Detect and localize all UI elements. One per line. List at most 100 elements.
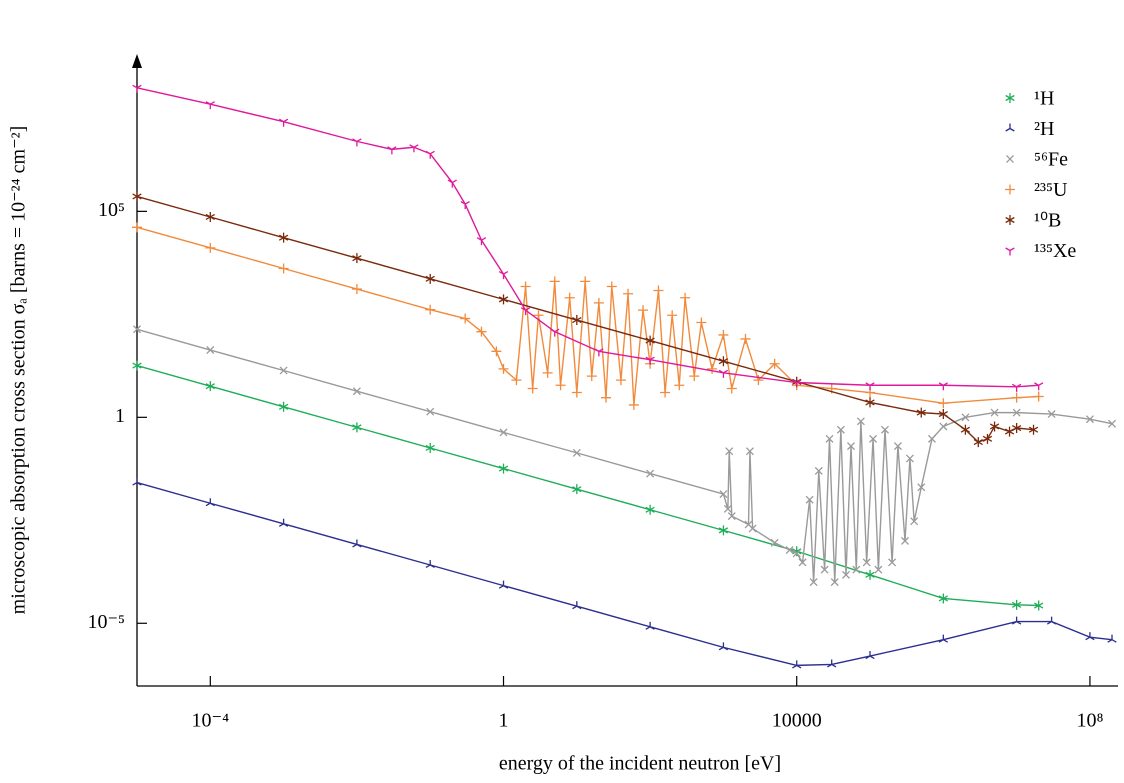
series-marker — [740, 333, 751, 344]
series-marker — [352, 422, 362, 433]
legend-marker — [1005, 123, 1015, 132]
series-marker — [718, 329, 729, 340]
x-tick-label: 1 — [499, 710, 509, 732]
series-marker — [571, 387, 582, 398]
series-marker — [132, 222, 142, 233]
series-marker — [723, 504, 732, 513]
series-marker — [910, 517, 919, 526]
series-marker — [594, 348, 604, 357]
series-line — [136, 226, 1039, 405]
legend-marker — [1006, 155, 1014, 163]
series-marker — [660, 387, 671, 398]
series-marker — [718, 356, 729, 367]
series-marker — [498, 463, 509, 474]
series-marker — [825, 434, 834, 443]
series-marker — [132, 84, 142, 93]
series-marker — [1011, 423, 1022, 434]
series-marker — [623, 288, 634, 299]
series-marker — [498, 363, 509, 374]
series-marker — [1011, 599, 1022, 610]
series-marker — [425, 304, 436, 315]
series-marker — [511, 375, 522, 386]
series-marker — [520, 307, 531, 316]
series-marker — [409, 144, 419, 153]
series-marker — [719, 490, 728, 499]
legend-marker — [1005, 184, 1015, 195]
series-marker — [718, 369, 729, 378]
series-marker — [425, 150, 435, 159]
series-marker — [1107, 634, 1117, 643]
x-tick-label: 10000 — [772, 710, 822, 732]
series-marker — [542, 367, 553, 378]
series-marker — [916, 407, 926, 418]
series-marker — [1046, 616, 1057, 625]
x-tick-label: 10⁸ — [1076, 710, 1103, 732]
series-marker — [387, 146, 397, 155]
series-marker — [520, 281, 531, 292]
series-marker — [645, 356, 655, 365]
series-marker — [938, 398, 949, 409]
series-marker — [352, 539, 362, 548]
series-marker — [674, 380, 685, 391]
series-marker — [770, 538, 779, 547]
series-marker — [856, 417, 865, 426]
series-marker — [814, 466, 823, 475]
series-marker — [960, 424, 971, 435]
series-marker — [278, 518, 289, 527]
series-marker — [205, 101, 215, 110]
series-marker — [498, 580, 509, 589]
series-marker — [205, 242, 216, 253]
series-marker — [961, 413, 970, 422]
series-marker — [836, 425, 845, 434]
series-marker — [1004, 426, 1015, 437]
series-marker — [769, 358, 780, 369]
series-marker — [718, 642, 729, 651]
series-marker — [805, 495, 814, 504]
series-marker — [653, 285, 664, 296]
series-marker — [1047, 410, 1056, 419]
series-marker — [132, 191, 142, 202]
series-marker — [869, 434, 878, 443]
series-marker — [938, 593, 948, 604]
series-marker — [809, 578, 818, 587]
series-marker — [615, 375, 626, 386]
series-marker — [939, 422, 948, 431]
series-marker — [745, 447, 754, 456]
series-marker — [830, 578, 839, 587]
series-marker — [727, 512, 736, 521]
x-axis-label: energy of the incident neutron [eV] — [499, 753, 781, 775]
series-marker — [827, 659, 837, 668]
legend-label: ²H — [1034, 118, 1054, 140]
series-marker — [549, 276, 560, 287]
series-marker — [550, 328, 560, 337]
series-marker — [792, 379, 802, 388]
series-marker — [645, 335, 655, 346]
series-marker — [600, 392, 611, 403]
series-line — [136, 328, 1113, 583]
series-marker — [352, 387, 361, 396]
series-marker — [278, 232, 289, 243]
series-marker — [498, 271, 509, 280]
series-marker — [132, 477, 142, 486]
series-marker — [278, 263, 289, 274]
legend-label: ¹H — [1034, 88, 1054, 110]
legend-marker — [1005, 215, 1015, 225]
series-marker — [1011, 616, 1022, 625]
y-tick-label: 10⁵ — [98, 199, 125, 221]
legend-marker — [1005, 247, 1015, 256]
series-marker — [707, 363, 718, 374]
series-marker — [205, 498, 215, 507]
series-marker — [476, 237, 487, 246]
series-marker — [1012, 408, 1021, 417]
series-marker — [447, 179, 457, 188]
series-marker — [865, 651, 875, 660]
series-marker — [893, 442, 902, 451]
series-marker — [351, 284, 362, 295]
series-marker — [628, 399, 639, 410]
series-marker — [990, 408, 999, 417]
series-marker — [865, 397, 875, 408]
series-marker — [865, 569, 875, 580]
series-marker — [426, 407, 435, 416]
series-marker — [593, 297, 604, 308]
